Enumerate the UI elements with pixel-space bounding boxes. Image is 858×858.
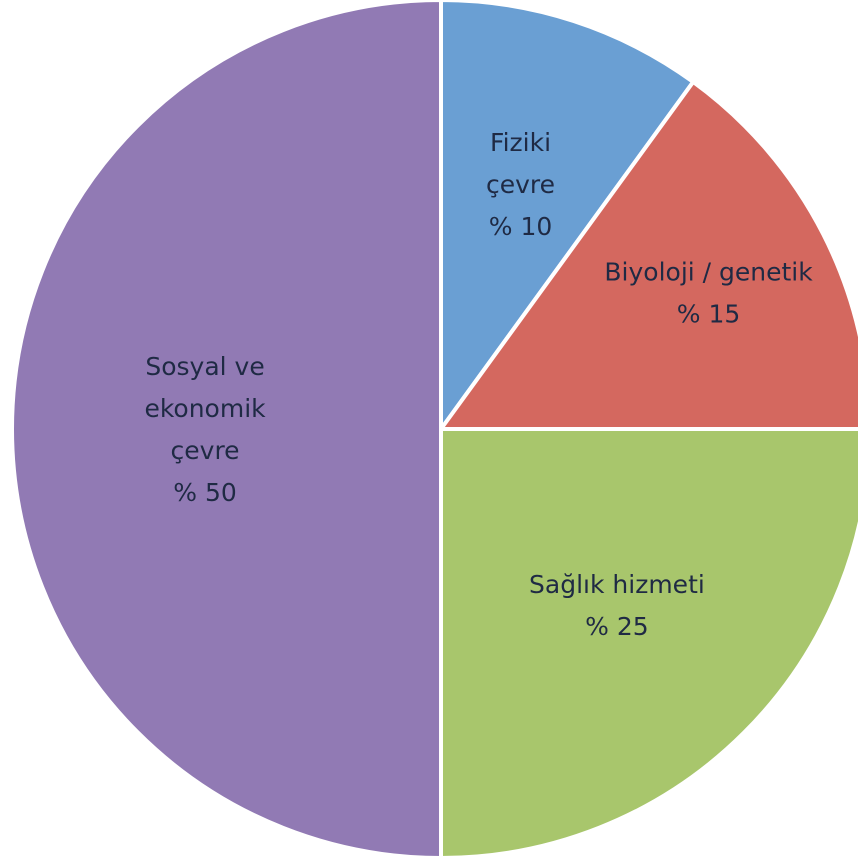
pie-slice-3 [10,0,443,858]
pie-slice-0 [439,0,696,436]
pie-slice-label-line: ekonomik [144,394,266,423]
pie-slice-label-line: çevre [486,170,555,199]
pie-slice-label-line: % 50 [173,478,237,507]
labels-layer: Fiziki çevre % 10 Biyoloji / genetik % 15 Sağ… [144,128,813,641]
pie-slice-label-line: % 10 [489,212,553,241]
pie-slice-label-line: Sosyal ve [145,352,264,381]
pie-slice-2 [439,427,858,858]
slices-layer [10,0,858,858]
pie-slice-label-line: çevre [171,436,240,465]
pie-slice-label-line: Fiziki [490,128,551,157]
pie-slice-label-0: Fiziki çevre % 10 [486,128,555,241]
pie-slice-label-line: % 15 [677,300,741,329]
pie-slice-1 [437,79,858,431]
pie-slice-label-3: Sosyal ve ekonomik çevre % 50 [144,352,266,507]
pie-slice-label-line: Biyoloji / genetik [604,258,813,287]
pie-slice-label-2: Sağlık hizmeti % 25 [529,570,705,641]
pie-slice-label-line: Sağlık hizmeti [529,570,705,599]
pie-slice-label-1: Biyoloji / genetik % 15 [604,258,813,329]
pie-slice-label-line: % 25 [585,612,649,641]
